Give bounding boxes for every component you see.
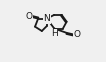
Text: O: O (26, 12, 33, 21)
Text: O: O (73, 30, 80, 39)
Text: N: N (43, 14, 50, 23)
Text: H: H (51, 29, 58, 38)
